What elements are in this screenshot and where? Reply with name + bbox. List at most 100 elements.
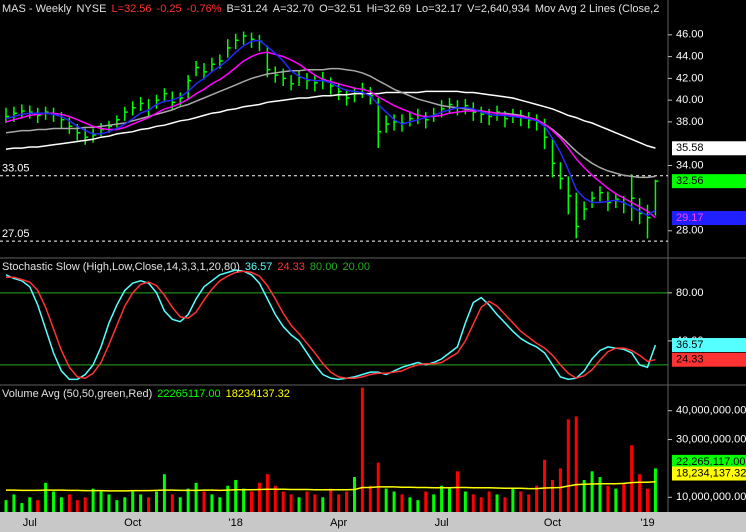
volume-bar xyxy=(646,488,650,512)
volume-bar xyxy=(424,491,428,512)
volume-bar xyxy=(392,491,396,512)
volume-bar xyxy=(582,479,586,512)
value-box xyxy=(672,174,746,189)
reference-label: 33.05 xyxy=(2,163,30,175)
volume-bar xyxy=(598,477,602,512)
value-box-label: 32.56 xyxy=(676,175,704,187)
panel-header: Volume Avg (50,50,green,Red) 22265117.00 1… xyxy=(2,388,290,400)
value-box-label: 29.17 xyxy=(676,212,704,224)
volume-bar xyxy=(147,497,151,512)
indicator-line xyxy=(6,270,656,380)
volume-bar xyxy=(226,485,230,512)
volume-bar xyxy=(218,497,222,512)
volume-bar xyxy=(535,485,539,512)
panel-header: Stochastic Slow (High,Low,Close,14,3,3,1… xyxy=(2,261,370,273)
volume-bar xyxy=(503,497,507,512)
volume-bar xyxy=(519,491,523,512)
volume-bar xyxy=(297,497,301,512)
header-segment: B=31.24 xyxy=(226,3,267,15)
x-axis-strip xyxy=(0,512,746,532)
header-segment: Hi=32.69 xyxy=(367,3,411,15)
y-tick-label: 34.00 xyxy=(676,159,704,171)
volume-bar xyxy=(622,482,626,512)
header-segment: -0.25 xyxy=(157,3,182,15)
volume-bar xyxy=(574,416,578,512)
volume-bar xyxy=(186,488,190,512)
y-tick-label: 10,000,000.00 xyxy=(676,491,746,503)
volume-bar xyxy=(400,494,404,512)
volume-bar xyxy=(257,482,261,512)
volume-bar xyxy=(463,491,467,512)
volume-bar xyxy=(558,468,562,512)
header-segment: L=32.56 xyxy=(111,3,151,15)
volume-bar xyxy=(511,488,515,512)
y-tick-label: 30,000,000.00 xyxy=(676,433,746,445)
volume-bar xyxy=(606,485,610,512)
header-segment: 36.57 xyxy=(245,261,273,273)
y-tick-label: 28.00 xyxy=(676,225,704,237)
indicator-line xyxy=(5,39,656,217)
volume-bar xyxy=(115,500,119,512)
volume-bar xyxy=(131,491,135,512)
volume-bar xyxy=(368,485,372,512)
x-tick-label: Oct xyxy=(124,517,141,529)
volume-bar xyxy=(67,494,71,512)
header-segment: 22265117.00 xyxy=(157,388,220,400)
value-box xyxy=(672,338,746,353)
y-tick-label: 80.00 xyxy=(676,287,704,299)
header-segment: O=32.51 xyxy=(319,3,362,15)
x-tick-label: '18 xyxy=(229,517,243,529)
header-segment: Stochastic Slow (High,Low,Close,14,3,3,1… xyxy=(2,261,240,273)
volume-bar xyxy=(234,479,238,512)
volume-bar xyxy=(20,503,24,512)
volume-bar xyxy=(653,468,657,512)
volume-bar xyxy=(416,500,420,512)
panel-header: MAS - Weekly NYSE L=32.56 -0.25 -0.76% B=31.2… xyxy=(2,3,659,15)
header-segment: Lo=32.17 xyxy=(416,3,462,15)
volume-bar xyxy=(123,497,127,512)
y-tick-label: 40.00 xyxy=(676,94,704,106)
volume-bar xyxy=(337,494,341,512)
header-segment: 80.00 xyxy=(310,261,338,273)
volume-bar xyxy=(242,488,246,512)
volume-bar xyxy=(590,471,594,512)
volume-bar xyxy=(543,459,547,512)
volume-bar xyxy=(52,491,56,512)
volume-bar xyxy=(281,491,285,512)
volume-bar xyxy=(448,488,452,512)
volume-bar xyxy=(329,488,333,512)
volume-bar xyxy=(75,500,79,512)
header-segment: 18234137.32 xyxy=(226,388,290,400)
header-segment: -0.76% xyxy=(187,3,222,15)
value-box-label: 36.57 xyxy=(676,339,704,351)
value-box xyxy=(672,141,746,156)
volume-bar xyxy=(527,494,531,512)
header-segment: 20.00 xyxy=(342,261,370,273)
x-tick-label: Oct xyxy=(544,517,561,529)
volume-bar xyxy=(550,479,554,512)
volume-bar xyxy=(202,491,206,512)
volume-bar xyxy=(162,474,166,512)
volume-bar xyxy=(139,494,143,512)
volume-bar xyxy=(321,497,325,512)
volume-bar xyxy=(471,494,475,512)
volume-bar xyxy=(440,485,444,512)
volume-bar xyxy=(59,497,63,512)
volume-bar xyxy=(630,445,634,512)
volume-bar xyxy=(28,497,32,512)
header-segment: A=32.70 xyxy=(273,3,314,15)
volume-bar xyxy=(305,491,309,512)
volume-bar xyxy=(250,491,254,512)
x-tick-label: Jul xyxy=(435,517,449,529)
value-box-label: 22,265,117.00 xyxy=(676,456,746,468)
volume-bar xyxy=(313,494,317,512)
volume-bar xyxy=(154,491,158,512)
volume-bar xyxy=(273,485,277,512)
y-tick-label: 42.00 xyxy=(676,72,704,84)
y-tick-label: 38.00 xyxy=(676,116,704,128)
header-segment: NYSE xyxy=(76,3,106,15)
x-tick-label: '19 xyxy=(640,517,654,529)
header-segment: Mov Avg 2 Lines (Close,2 xyxy=(535,3,660,15)
